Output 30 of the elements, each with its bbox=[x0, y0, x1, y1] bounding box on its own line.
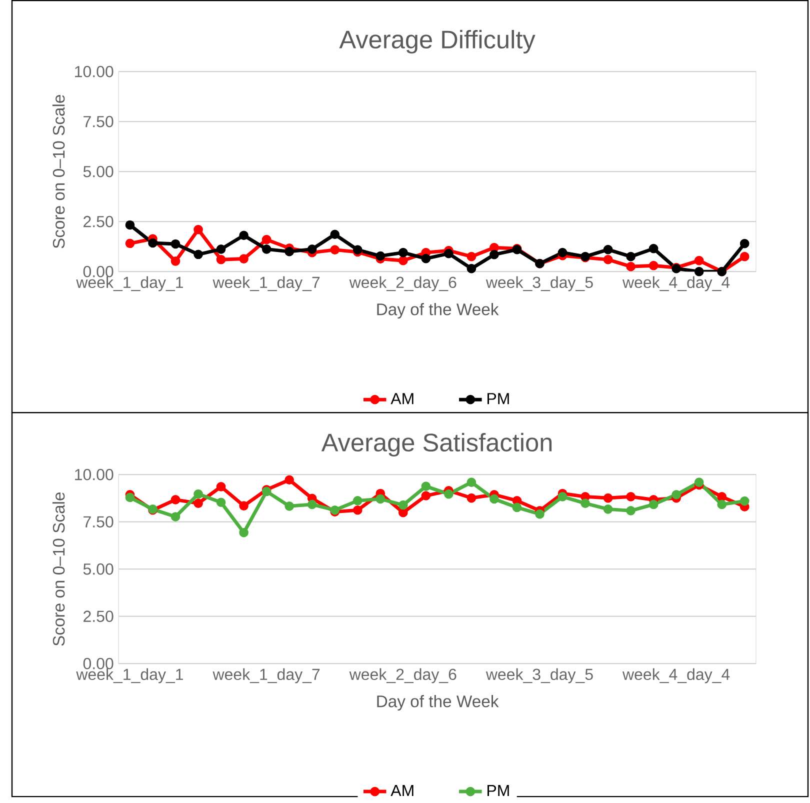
x-tick-label: week_1_day_1 bbox=[76, 668, 183, 684]
y-tick-label: 7.50 bbox=[84, 516, 114, 528]
y-tick-label: 0.00 bbox=[83, 266, 114, 278]
y-tick-label: 7.50 bbox=[84, 116, 114, 128]
x-tick-label: week_1_day_7 bbox=[212, 668, 320, 684]
x-tick-label: week_3_day_5 bbox=[486, 668, 593, 684]
x-axis-title: Day of the Week bbox=[377, 302, 499, 318]
y-tick-label: 0.00 bbox=[83, 658, 114, 670]
y-tick-label: 10.00 bbox=[75, 66, 114, 78]
x-tick-label: week_2_day_6 bbox=[349, 276, 456, 292]
y-tick-label: 2.50 bbox=[84, 610, 114, 622]
legend-label: AM bbox=[390, 784, 414, 796]
x-tick-label: week_4_day_4 bbox=[622, 668, 730, 684]
legend-label: PM bbox=[488, 784, 509, 796]
legend-label: AM bbox=[390, 392, 414, 404]
x-axis-title: Day of the Week bbox=[377, 694, 499, 710]
x-tick-label: week_1_day_1 bbox=[76, 276, 183, 292]
chart-title: Average Satisfaction bbox=[321, 432, 552, 456]
y-tick-label: 2.50 bbox=[84, 216, 114, 228]
x-tick-label: week_3_day_5 bbox=[486, 276, 593, 292]
chart-title: Average Difficulty bbox=[339, 30, 536, 54]
x-tick-label: week_4_day_4 bbox=[622, 276, 730, 292]
x-tick-label: week_2_day_6 bbox=[349, 668, 456, 684]
y-axis-title: Score on 0–10 Scale bbox=[52, 492, 65, 646]
y-tick-label: 5.00 bbox=[83, 166, 114, 178]
x-tick-label: week_1_day_7 bbox=[212, 276, 320, 292]
legend-label: PM bbox=[488, 392, 509, 404]
y-tick-label: 10.00 bbox=[75, 468, 114, 480]
y-tick-label: 5.00 bbox=[83, 563, 114, 575]
y-axis-title: Score on 0–10 Scale bbox=[52, 94, 65, 248]
